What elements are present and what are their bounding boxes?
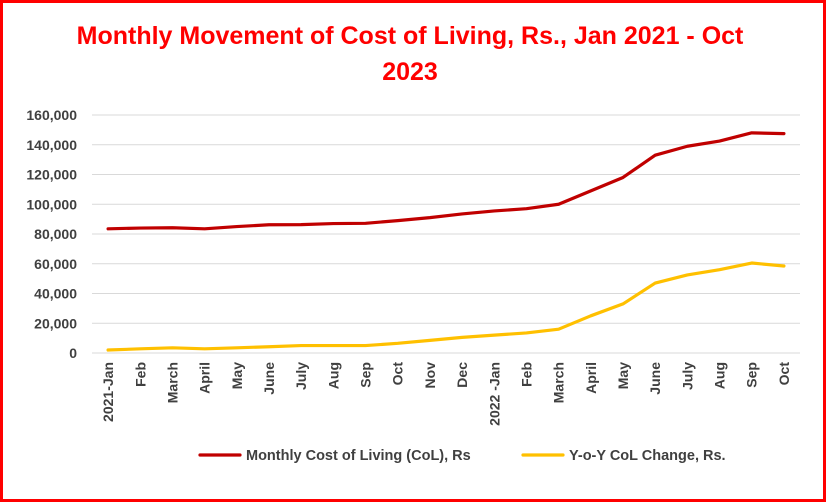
x-tick-label: April xyxy=(197,362,213,394)
y-tick-label: 100,000 xyxy=(26,196,77,212)
y-tick-label: 140,000 xyxy=(26,137,77,153)
x-tick-label: Aug xyxy=(712,362,728,389)
x-tick-label: Sep xyxy=(358,362,374,388)
x-tick-label: Oct xyxy=(776,362,792,386)
x-tick-label: 2021-Jan xyxy=(100,362,116,422)
x-tick-label: Aug xyxy=(325,362,341,389)
series-line-1 xyxy=(106,131,786,231)
y-tick-label: 20,000 xyxy=(34,315,77,331)
x-tick-label: May xyxy=(229,362,245,389)
x-tick-label: May xyxy=(615,362,631,389)
x-tick-label: Nov xyxy=(422,362,438,389)
y-tick-label: 0 xyxy=(69,345,77,361)
x-tick-label: July xyxy=(679,362,695,390)
y-tick-label: 60,000 xyxy=(34,256,77,272)
x-tick-label: Sep xyxy=(744,362,760,388)
x-tick-label: June xyxy=(261,362,277,395)
x-tick-label: Feb xyxy=(132,362,148,387)
x-tick-label: 2022 -Jan xyxy=(486,362,502,426)
y-tick-label: 80,000 xyxy=(34,226,77,242)
x-tick-label: Oct xyxy=(390,362,406,386)
y-tick-label: 160,000 xyxy=(26,107,77,123)
x-tick-label: Dec xyxy=(454,362,470,388)
x-tick-label: March xyxy=(551,362,567,403)
chart-title: Monthly Movement of Cost of Living, Rs.,… xyxy=(76,22,744,86)
series-line-2 xyxy=(106,261,786,352)
x-tick-label: April xyxy=(583,362,599,394)
y-tick-label: 40,000 xyxy=(34,286,77,302)
legend-label: Y-o-Y CoL Change, Rs. xyxy=(569,448,726,464)
legend-label: Monthly Cost of Living (CoL), Rs xyxy=(246,448,471,464)
x-tick-label: June xyxy=(647,362,663,395)
y-tick-label: 120,000 xyxy=(26,167,77,183)
x-tick-label: March xyxy=(164,362,180,403)
x-tick-label: July xyxy=(293,362,309,390)
x-tick-label: Feb xyxy=(518,362,534,387)
